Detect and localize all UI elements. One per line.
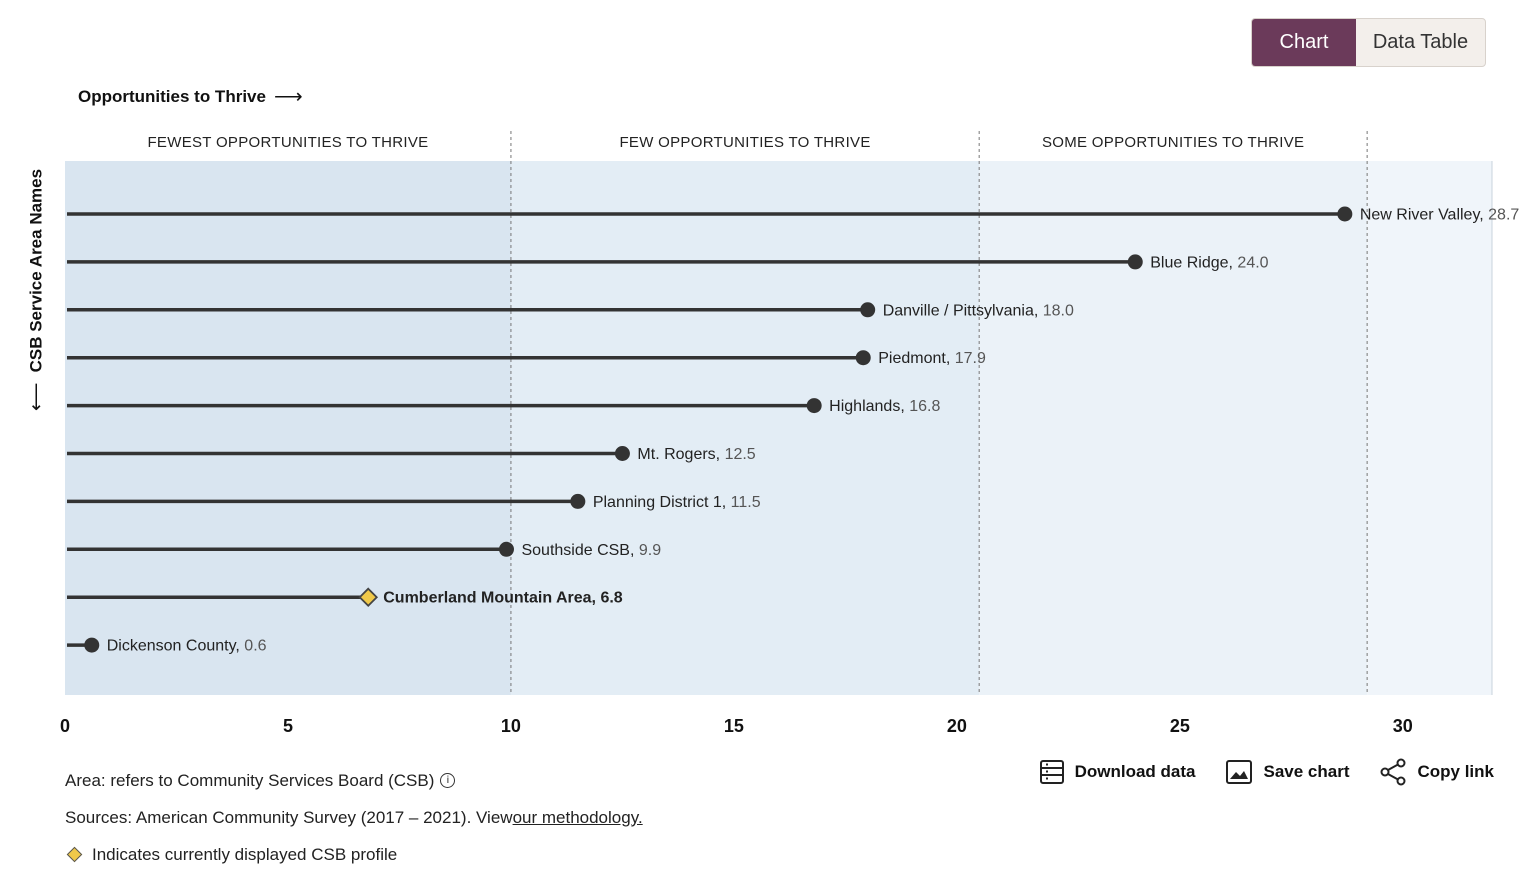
point-value: 16.8 bbox=[909, 398, 940, 415]
save-chart-label: Save chart bbox=[1263, 762, 1350, 781]
sources-text: Sources: American Community Survey (2017… bbox=[65, 807, 513, 827]
point-name: Dickenson County, bbox=[107, 638, 245, 655]
data-table-tab[interactable]: Data Table bbox=[1372, 31, 1469, 53]
point-name: Southside CSB, bbox=[521, 542, 638, 559]
band-area bbox=[65, 161, 511, 695]
copy-link-button[interactable]: Copy link bbox=[1379, 758, 1494, 786]
point-value: 28.7 bbox=[1488, 207, 1519, 224]
point-label: Blue Ridge, 24.0 bbox=[1150, 254, 1268, 271]
view-toggle: Chart Data Table bbox=[1251, 18, 1486, 67]
legend-note-text: Indicates currently displayed CSB profil… bbox=[92, 844, 398, 864]
x-tick-label: 5 bbox=[283, 716, 293, 736]
chart-heading: Opportunities to Thrive ⟶ bbox=[78, 84, 303, 109]
lollipop-marker bbox=[860, 302, 876, 318]
lollipop-marker bbox=[84, 637, 100, 653]
point-name: New River Valley, bbox=[1360, 207, 1488, 224]
methodology-link[interactable]: our methodology. bbox=[512, 807, 643, 827]
band-label: SOME OPPORTUNITIES TO THRIVE bbox=[1042, 134, 1304, 151]
point-label: Danville / Pittsylvania, 18.0 bbox=[883, 302, 1074, 319]
footer-notes: Area: refers to Community Services Board… bbox=[65, 762, 643, 873]
band-label: FEWEST OPPORTUNITIES TO THRIVE bbox=[147, 134, 428, 151]
point-value: 17.9 bbox=[955, 350, 986, 367]
info-icon[interactable]: i bbox=[440, 773, 456, 788]
point-value: 9.9 bbox=[639, 542, 661, 559]
area-note-text: Area: refers to Community Services Board… bbox=[65, 770, 435, 790]
lollipop-marker bbox=[806, 398, 822, 414]
point-label: Southside CSB, 9.9 bbox=[521, 542, 661, 559]
chart-actions: Download data Save chart Copy link bbox=[1039, 758, 1494, 786]
legend-note: Indicates currently displayed CSB profil… bbox=[65, 836, 643, 873]
x-tick-label: 15 bbox=[724, 716, 744, 736]
point-label: Cumberland Mountain Area, 6.8 bbox=[383, 590, 623, 607]
point-name: Cumberland Mountain Area, bbox=[383, 590, 600, 607]
x-tick-label: 20 bbox=[947, 716, 967, 736]
point-label: Piedmont, 17.9 bbox=[878, 350, 986, 367]
band-area bbox=[979, 161, 1368, 695]
x-tick-label: 30 bbox=[1393, 716, 1413, 736]
point-label: New River Valley, 28.7 bbox=[1360, 207, 1520, 224]
chart-heading-text: Opportunities to Thrive bbox=[78, 86, 266, 106]
point-value: 6.8 bbox=[600, 590, 622, 607]
point-name: Piedmont, bbox=[878, 350, 954, 367]
chart-tab[interactable]: Chart bbox=[1252, 19, 1356, 66]
point-name: Mt. Rogers, bbox=[637, 446, 724, 463]
save-chart-button[interactable]: Save chart bbox=[1225, 758, 1349, 786]
point-label: Mt. Rogers, 12.5 bbox=[637, 446, 755, 463]
lollipop-marker bbox=[498, 541, 514, 557]
diamond-icon bbox=[66, 846, 83, 863]
download-data-icon bbox=[1039, 760, 1064, 784]
point-name: Planning District 1, bbox=[593, 494, 731, 511]
x-tick-label: 0 bbox=[60, 716, 70, 736]
sources-note: Sources: American Community Survey (2017… bbox=[65, 799, 643, 836]
point-value: 18.0 bbox=[1043, 302, 1074, 319]
download-data-button[interactable]: Download data bbox=[1039, 758, 1196, 786]
right-arrow-icon: ⟶ bbox=[273, 86, 303, 108]
point-label: Planning District 1, 11.5 bbox=[593, 494, 761, 511]
band-label: FEW OPPORTUNITIES TO THRIVE bbox=[619, 134, 870, 151]
lollipop-marker bbox=[614, 446, 630, 461]
lollipop-marker bbox=[570, 493, 586, 509]
point-value: 0.6 bbox=[244, 638, 266, 655]
lollipop-marker bbox=[855, 350, 871, 366]
point-name: Highlands, bbox=[829, 398, 909, 415]
x-tick-label: 25 bbox=[1170, 716, 1190, 736]
lollipop-marker bbox=[1337, 206, 1353, 222]
lollipop-marker bbox=[1127, 254, 1143, 270]
area-note: Area: refers to Community Services Board… bbox=[65, 762, 643, 799]
point-label: Dickenson County, 0.6 bbox=[107, 638, 267, 655]
point-name: Danville / Pittsylvania, bbox=[883, 302, 1043, 319]
download-data-label: Download data bbox=[1074, 762, 1196, 781]
x-tick-label: 10 bbox=[501, 716, 521, 736]
copy-link-label: Copy link bbox=[1417, 762, 1494, 781]
point-value: 24.0 bbox=[1237, 254, 1268, 271]
point-label: Highlands, 16.8 bbox=[829, 398, 940, 415]
image-icon bbox=[1226, 760, 1253, 784]
point-value: 11.5 bbox=[731, 494, 761, 511]
band-area bbox=[1367, 161, 1492, 695]
band-area bbox=[510, 161, 980, 695]
share-icon bbox=[1380, 758, 1406, 786]
lollipop-marker-highlight bbox=[358, 587, 379, 607]
point-name: Blue Ridge, bbox=[1150, 254, 1237, 271]
point-value: 12.5 bbox=[725, 446, 756, 463]
